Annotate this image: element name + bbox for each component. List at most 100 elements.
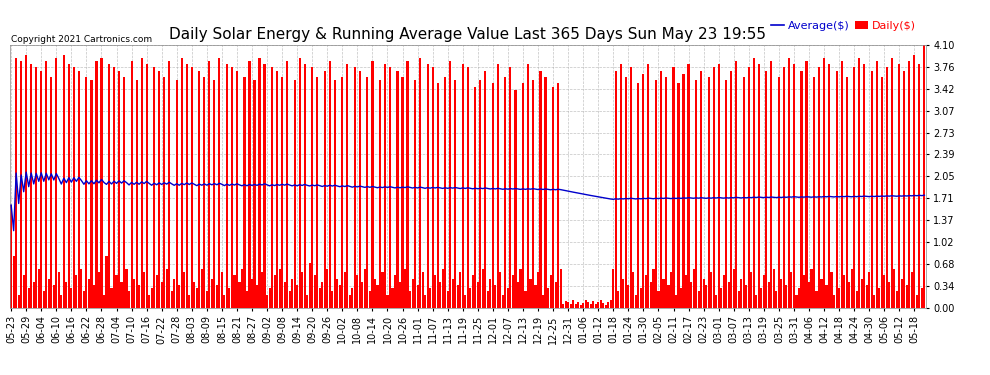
Bar <box>43 291 45 308</box>
Bar <box>273 276 275 308</box>
Bar <box>677 83 679 308</box>
Bar <box>647 64 649 308</box>
Bar <box>148 295 150 307</box>
Bar <box>562 304 564 307</box>
Bar <box>50 77 52 308</box>
Bar <box>715 295 717 307</box>
Bar <box>391 288 394 308</box>
Bar <box>188 295 190 307</box>
Bar <box>919 64 921 308</box>
Bar <box>234 276 236 308</box>
Bar <box>520 269 522 308</box>
Bar <box>811 269 813 308</box>
Bar <box>471 276 474 308</box>
Bar <box>657 291 659 308</box>
Bar <box>853 68 855 308</box>
Bar <box>118 70 120 308</box>
Bar <box>224 295 226 307</box>
Bar <box>88 279 90 308</box>
Bar <box>747 68 749 308</box>
Bar <box>860 279 862 308</box>
Bar <box>216 285 218 308</box>
Bar <box>469 288 471 308</box>
Bar <box>434 276 437 308</box>
Bar <box>549 276 551 308</box>
Bar <box>728 282 730 308</box>
Bar <box>638 83 640 308</box>
Bar <box>731 70 733 308</box>
Bar <box>414 80 416 308</box>
Bar <box>718 64 720 308</box>
Bar <box>515 90 517 308</box>
Bar <box>579 305 582 308</box>
Bar <box>356 276 358 308</box>
Bar <box>108 64 110 308</box>
Bar <box>111 288 113 308</box>
Bar <box>886 68 888 308</box>
Bar <box>364 269 366 308</box>
Bar <box>98 272 100 308</box>
Bar <box>893 269 895 308</box>
Bar <box>126 269 128 308</box>
Bar <box>181 58 183 308</box>
Bar <box>850 269 852 308</box>
Bar <box>461 64 464 308</box>
Bar <box>803 276 805 308</box>
Bar <box>103 295 105 307</box>
Bar <box>427 64 429 308</box>
Bar <box>62 55 65 308</box>
Bar <box>246 291 248 308</box>
Bar <box>517 282 519 308</box>
Bar <box>348 295 350 307</box>
Bar <box>768 282 770 308</box>
Bar <box>344 272 346 308</box>
Bar <box>271 68 273 308</box>
Bar <box>590 304 592 307</box>
Bar <box>46 61 48 308</box>
Bar <box>848 282 850 308</box>
Bar <box>652 269 654 308</box>
Bar <box>138 285 141 308</box>
Bar <box>116 276 118 308</box>
Bar <box>537 272 540 308</box>
Bar <box>30 64 33 308</box>
Bar <box>881 77 883 308</box>
Bar <box>128 291 130 308</box>
Bar <box>236 70 238 308</box>
Title: Daily Solar Energy & Running Average Value Last 365 Days Sun May 23 19:55: Daily Solar Energy & Running Average Val… <box>169 27 766 42</box>
Bar <box>258 58 260 308</box>
Bar <box>615 70 617 308</box>
Bar <box>607 302 609 307</box>
Bar <box>662 279 664 308</box>
Bar <box>482 269 484 308</box>
Bar <box>868 272 870 308</box>
Bar <box>911 272 913 308</box>
Bar <box>630 68 632 308</box>
Bar <box>640 288 642 308</box>
Bar <box>585 300 587 307</box>
Bar <box>219 58 221 308</box>
Bar <box>173 279 175 308</box>
Bar <box>806 61 808 308</box>
Bar <box>855 291 857 308</box>
Bar <box>95 61 98 308</box>
Bar <box>324 70 326 308</box>
Bar <box>703 279 705 308</box>
Bar <box>742 77 744 308</box>
Bar <box>710 272 712 308</box>
Bar <box>253 80 255 308</box>
Bar <box>278 269 281 308</box>
Bar <box>456 285 458 308</box>
Bar <box>314 276 316 308</box>
Bar <box>540 70 542 308</box>
Bar <box>170 291 173 308</box>
Bar <box>750 272 752 308</box>
Bar <box>158 70 160 308</box>
Bar <box>665 77 667 308</box>
Bar <box>268 288 270 308</box>
Bar <box>770 61 772 308</box>
Bar <box>858 58 860 308</box>
Bar <box>823 58 825 308</box>
Bar <box>778 77 780 308</box>
Bar <box>250 279 253 308</box>
